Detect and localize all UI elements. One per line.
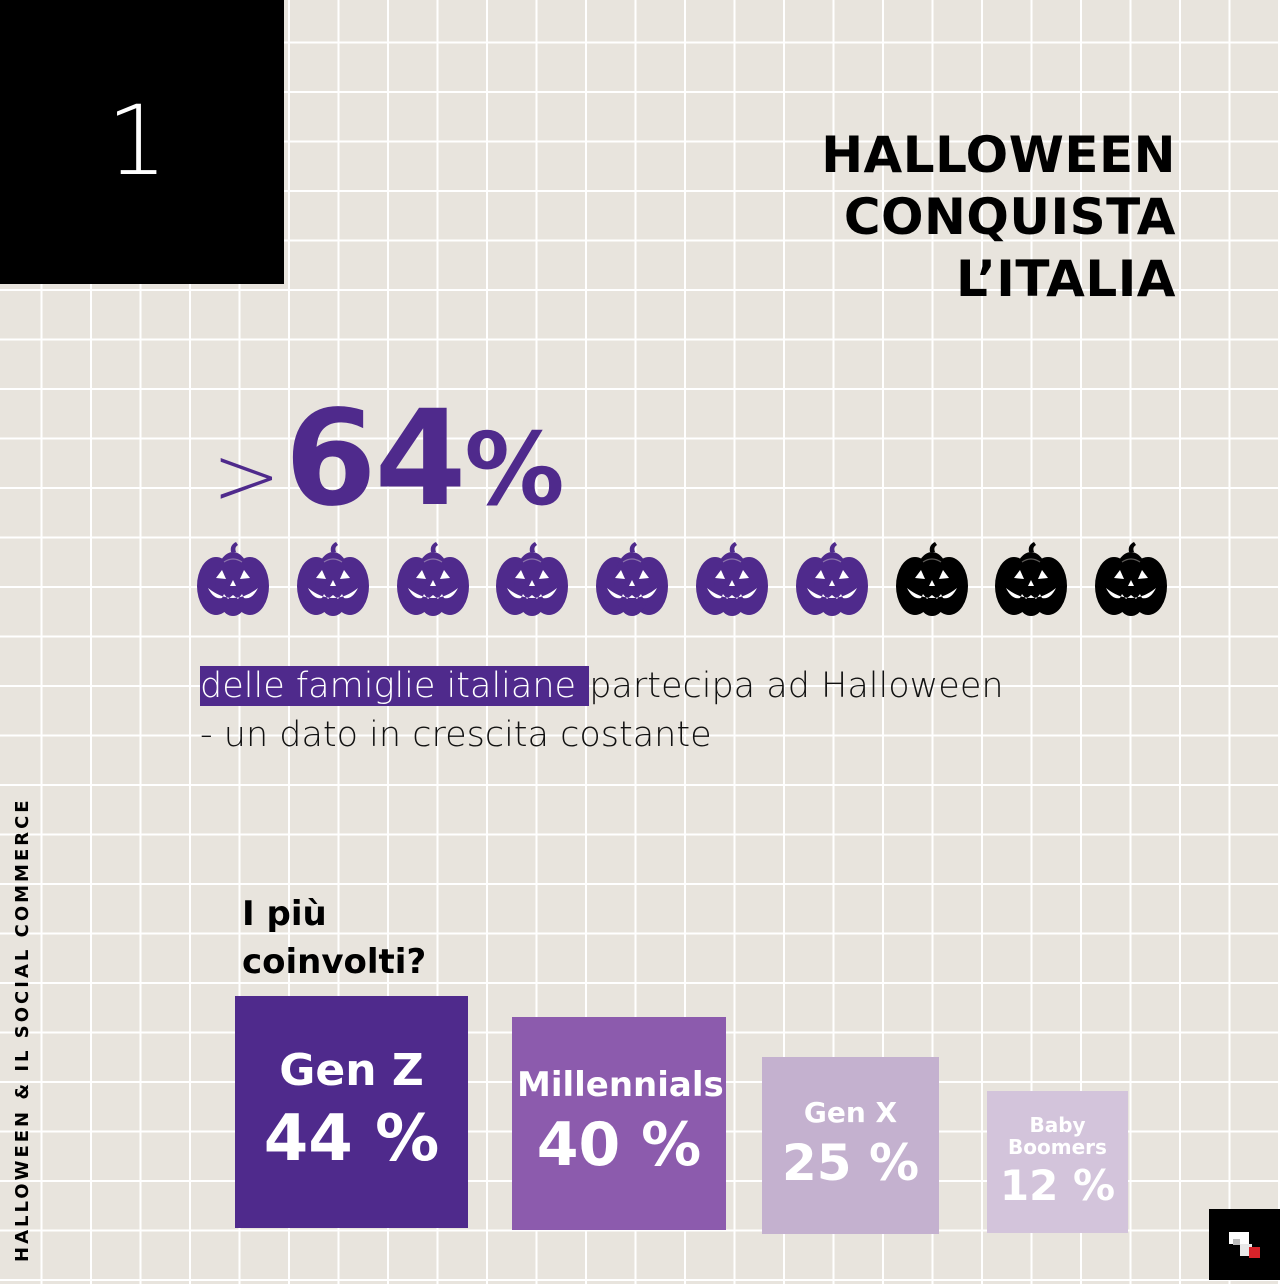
- jack-o-lantern-icon: [394, 542, 472, 618]
- question-line-1: I più: [242, 894, 327, 934]
- question-line-2: coinvolti?: [242, 942, 427, 982]
- stat-unit: %: [464, 411, 565, 528]
- big-stat: >64%: [212, 382, 565, 536]
- page-number-block: 1: [0, 0, 284, 284]
- bar-label: Gen X: [803, 1096, 898, 1130]
- bar-value: 40 %: [536, 1109, 702, 1180]
- bar-value: 25 %: [781, 1134, 920, 1193]
- jack-o-lantern-icon: [294, 542, 372, 618]
- jack-o-lantern-icon: [493, 542, 571, 618]
- description: delle famiglie italiane partecipa ad Hal…: [200, 662, 1100, 760]
- bar-label: Baby Boomers: [1008, 1112, 1107, 1159]
- description-line-2: - un dato in crescita costante: [200, 715, 712, 755]
- bar-millennials: Millennials 40 %: [512, 1017, 726, 1230]
- question-heading: I più coinvolti?: [242, 890, 502, 986]
- description-highlight: delle famiglie italiane: [200, 666, 590, 706]
- page-title: HALLOWEEN CONQUISTA L’ITALIA: [476, 124, 1176, 310]
- bar-value: 44 %: [263, 1102, 440, 1177]
- pumpkin-row: [194, 542, 1174, 622]
- side-label: HALLOWEEN & IL SOCIAL COMMERCE: [12, 797, 33, 1262]
- bar-value: 12 %: [999, 1160, 1116, 1210]
- jack-o-lantern-icon: [593, 542, 671, 618]
- jack-o-lantern-icon: [893, 542, 971, 618]
- title-line-1: HALLOWEEN CONQUISTA: [821, 126, 1176, 246]
- bar-label: Millennials: [517, 1065, 724, 1106]
- jack-o-lantern-icon: [992, 542, 1070, 618]
- stat-value: 64: [284, 382, 467, 536]
- jack-o-lantern-icon: [194, 542, 272, 618]
- page-number: 1: [106, 85, 168, 197]
- jack-o-lantern-icon: [1092, 542, 1170, 618]
- jack-o-lantern-icon: [693, 542, 771, 618]
- bar-baby-boomers: Baby Boomers 12 %: [987, 1091, 1128, 1233]
- jack-o-lantern-icon: [793, 542, 871, 618]
- bar-gen-x: Gen X 25 %: [762, 1057, 939, 1234]
- description-rest: partecipa ad Halloween: [589, 666, 1004, 706]
- bar-gen-z: Gen Z 44 %: [235, 996, 468, 1228]
- title-line-2: L’ITALIA: [955, 250, 1176, 308]
- stat-prefix: >: [212, 429, 281, 524]
- brand-logo-icon: [1209, 1209, 1280, 1280]
- bar-label: Gen Z: [279, 1045, 424, 1096]
